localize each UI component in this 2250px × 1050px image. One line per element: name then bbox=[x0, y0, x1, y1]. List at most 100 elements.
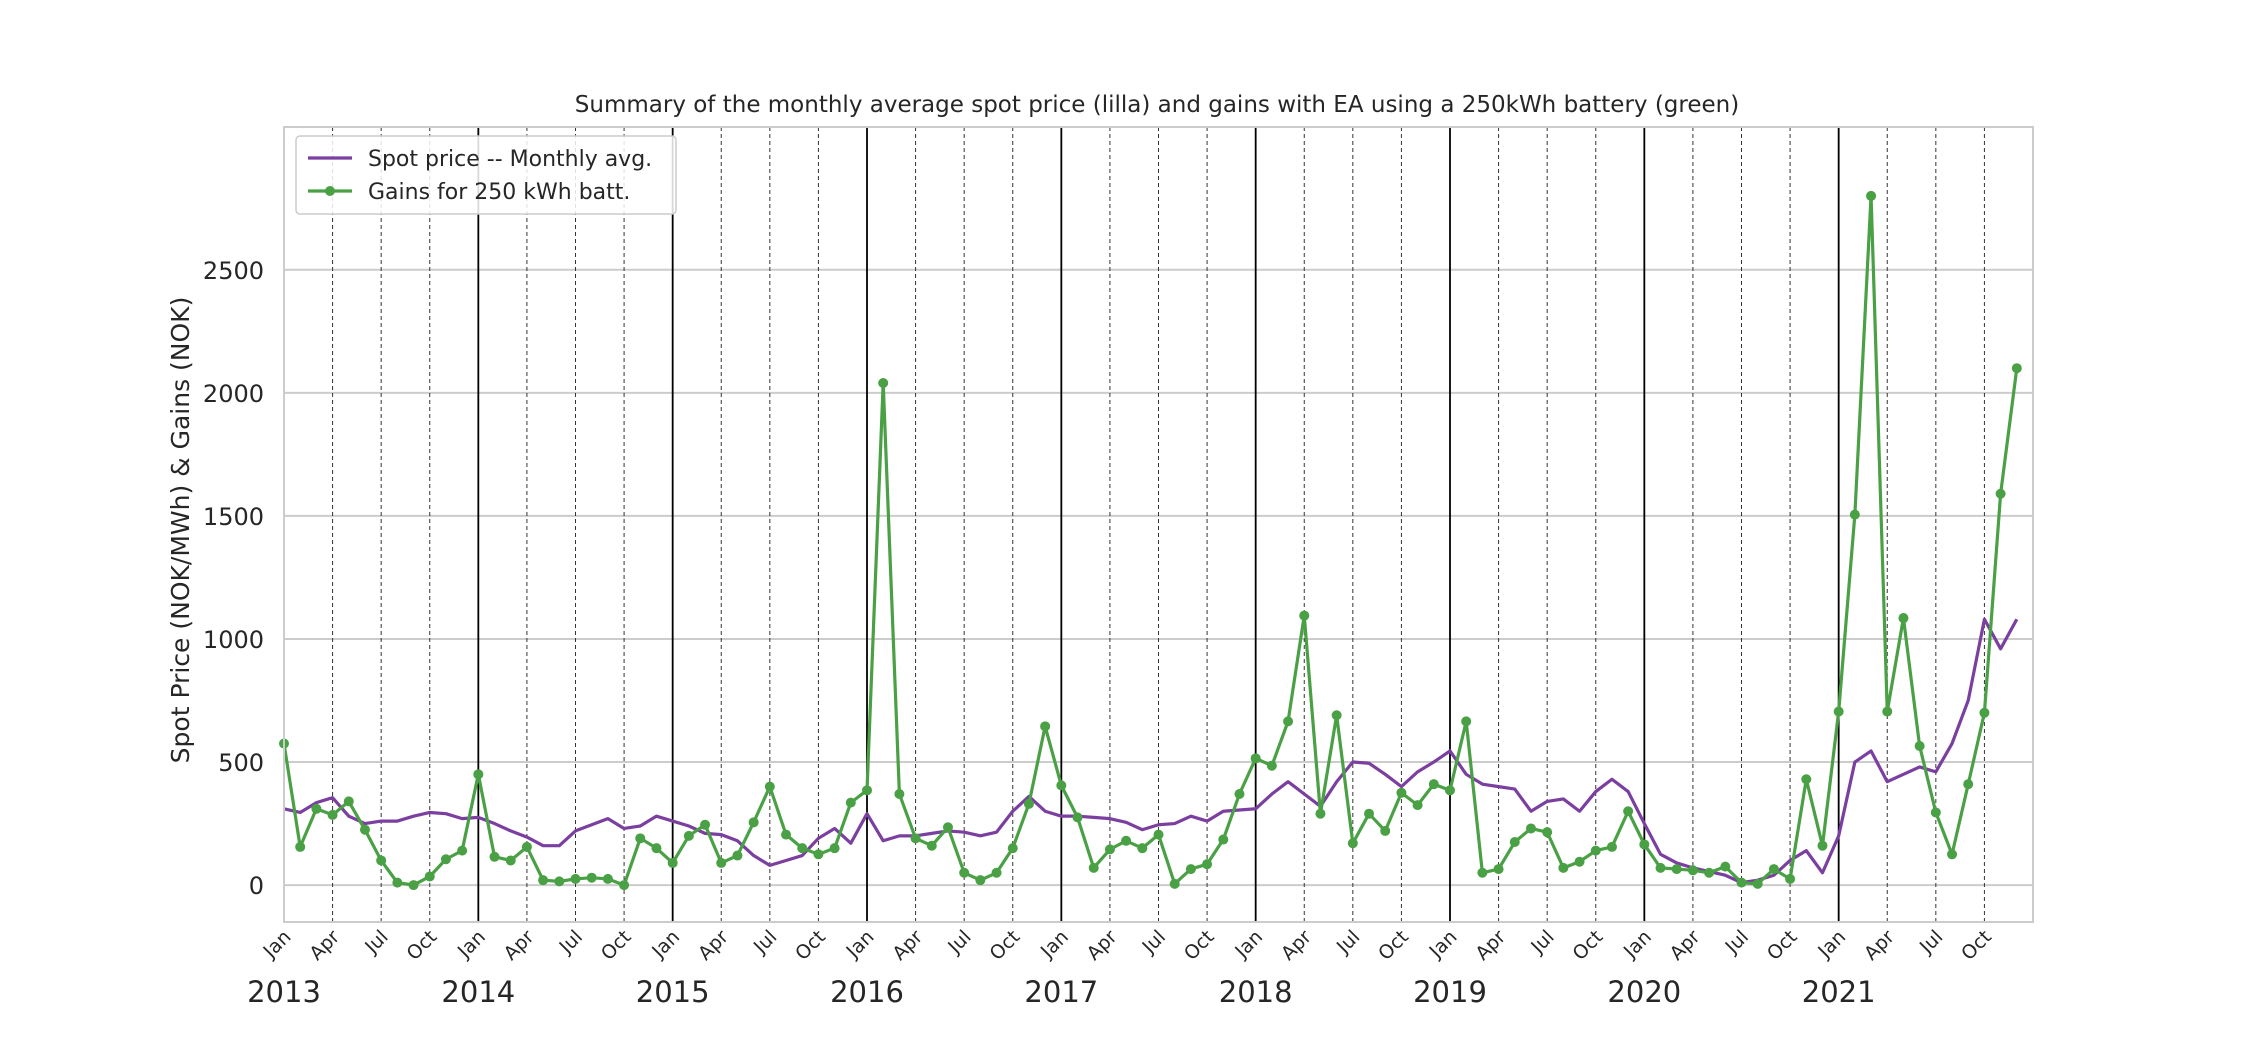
data-point bbox=[570, 873, 581, 884]
data-point bbox=[1185, 864, 1196, 875]
data-point bbox=[1169, 878, 1180, 889]
data-point bbox=[1752, 878, 1763, 889]
legend-label: Spot price -- Monthly avg. bbox=[368, 147, 652, 172]
series-points bbox=[279, 190, 2022, 891]
data-point bbox=[1704, 867, 1715, 878]
data-point bbox=[797, 843, 808, 854]
data-point bbox=[1104, 844, 1115, 855]
data-point bbox=[1687, 865, 1698, 876]
data-point bbox=[894, 789, 905, 800]
data-point bbox=[635, 833, 646, 844]
data-point bbox=[1995, 488, 2006, 499]
data-point bbox=[910, 833, 921, 844]
data-point bbox=[327, 809, 338, 820]
data-point bbox=[1477, 867, 1488, 878]
data-point bbox=[554, 876, 565, 887]
data-point bbox=[862, 785, 872, 796]
y-tick-label: 500 bbox=[218, 749, 264, 777]
data-point bbox=[1088, 862, 1099, 873]
y-tick-label: 1000 bbox=[203, 626, 264, 654]
data-point bbox=[1623, 806, 1634, 817]
data-point bbox=[1218, 834, 1229, 845]
data-point bbox=[440, 854, 451, 865]
data-point bbox=[473, 769, 484, 780]
y-tick-label: 1500 bbox=[203, 503, 264, 531]
data-point bbox=[1849, 509, 1860, 520]
data-point bbox=[700, 819, 711, 830]
data-point bbox=[1639, 839, 1650, 850]
data-point bbox=[1558, 862, 1569, 873]
data-point bbox=[376, 855, 387, 866]
year-label: 2015 bbox=[636, 975, 710, 1009]
data-point bbox=[1428, 779, 1439, 790]
data-point bbox=[1121, 835, 1132, 846]
data-point bbox=[813, 849, 824, 860]
data-point bbox=[1509, 837, 1520, 848]
y-tick-label: 0 bbox=[249, 872, 264, 900]
data-point bbox=[1590, 845, 1601, 856]
data-point bbox=[878, 377, 889, 388]
data-point bbox=[1817, 840, 1828, 851]
data-point bbox=[732, 850, 743, 861]
data-point bbox=[1380, 825, 1391, 836]
data-point bbox=[651, 843, 662, 854]
data-point bbox=[295, 841, 306, 852]
data-point bbox=[505, 855, 516, 866]
data-point bbox=[1347, 838, 1358, 849]
data-point bbox=[521, 841, 532, 852]
data-point bbox=[1396, 787, 1407, 798]
data-point bbox=[1202, 859, 1213, 870]
year-label: 2021 bbox=[1802, 975, 1876, 1009]
legend-box bbox=[295, 135, 677, 215]
data-point bbox=[1736, 877, 1747, 888]
data-point bbox=[392, 877, 403, 888]
y-tick-label: 2500 bbox=[203, 257, 264, 285]
data-point bbox=[959, 867, 970, 878]
data-point bbox=[1720, 861, 1731, 872]
year-label: 2014 bbox=[441, 975, 515, 1009]
data-point bbox=[1153, 829, 1164, 840]
data-point bbox=[1250, 753, 1261, 764]
data-point bbox=[1671, 864, 1682, 875]
data-point bbox=[1898, 613, 1909, 624]
data-point bbox=[975, 875, 986, 886]
data-point bbox=[408, 880, 419, 891]
year-label: 2018 bbox=[1219, 975, 1293, 1009]
data-point bbox=[489, 851, 500, 862]
data-point bbox=[1331, 710, 1342, 721]
data-point bbox=[1040, 721, 1051, 732]
data-point bbox=[424, 871, 435, 882]
plot-frame bbox=[283, 126, 2034, 923]
data-point bbox=[619, 880, 630, 891]
data-point bbox=[1412, 800, 1423, 811]
data-point bbox=[311, 803, 322, 814]
data-point bbox=[1768, 864, 1779, 875]
data-point bbox=[1979, 707, 1990, 718]
data-point bbox=[1947, 849, 1958, 860]
data-point bbox=[1137, 843, 1148, 854]
year-label: 2019 bbox=[1413, 975, 1487, 1009]
data-point bbox=[991, 867, 1002, 878]
data-point bbox=[1023, 798, 1034, 809]
year-labels: 2013 2014 2015 2016 2017 2018 2019 2020 2021 bbox=[247, 975, 1875, 1009]
y-axis-label: Spot Price (NOK/MWh) & Gains (NOK) bbox=[166, 297, 195, 764]
data-point bbox=[748, 817, 759, 828]
data-point bbox=[667, 857, 678, 868]
data-point bbox=[538, 875, 549, 886]
year-label: 2016 bbox=[830, 975, 904, 1009]
data-point bbox=[1833, 706, 1844, 717]
year-label: 2020 bbox=[1607, 975, 1681, 1009]
legend: Spot price -- Monthly avg. Gains for 250 … bbox=[295, 135, 677, 215]
data-point bbox=[1364, 808, 1375, 819]
data-point bbox=[359, 824, 370, 835]
data-point bbox=[716, 857, 727, 868]
data-point bbox=[1493, 864, 1504, 875]
data-point bbox=[1574, 856, 1585, 867]
data-point bbox=[343, 796, 354, 807]
data-point bbox=[1056, 780, 1067, 791]
data-point bbox=[942, 822, 953, 833]
data-point bbox=[1007, 843, 1018, 854]
data-point bbox=[683, 830, 694, 841]
data-point bbox=[1542, 827, 1553, 838]
